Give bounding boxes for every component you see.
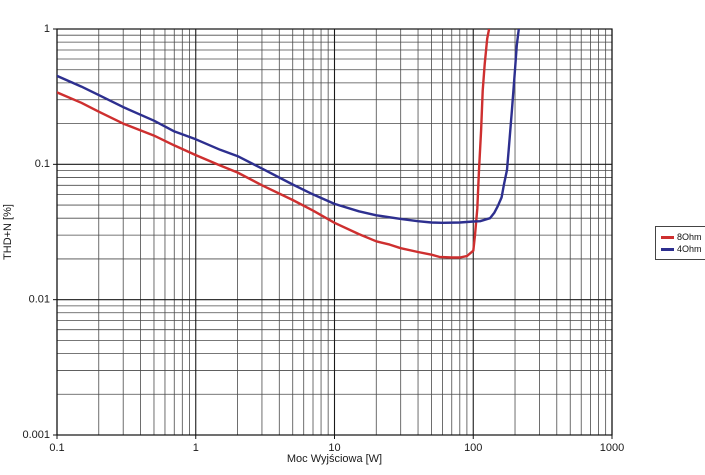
legend: 8Ohm 4Ohm (655, 226, 705, 260)
legend-label-4ohm: 4Ohm (677, 244, 702, 254)
series-line-8ohm (57, 29, 491, 259)
legend-item-4ohm: 4Ohm (661, 243, 702, 255)
x-tick-label: 1 (193, 442, 199, 454)
x-axis-title: Moc Wyjściowa [W] (286, 453, 383, 465)
y-tick-label: 0.001 (22, 429, 50, 441)
x-tick-label: 0.1 (49, 442, 64, 454)
x-tick-label: 100 (464, 442, 482, 454)
y-tick-label: 1 (44, 23, 50, 35)
axis-ticks (53, 28, 613, 439)
y-axis-title: THD+N [%] (2, 204, 14, 260)
x-tick-label: 10 (328, 442, 340, 454)
series-line-4ohm (57, 29, 520, 224)
legend-item-8ohm: 8Ohm (661, 231, 702, 243)
series-color-swatch-8ohm (661, 235, 674, 239)
y-tick-label: 0.1 (35, 158, 50, 170)
y-tick-label: 0.01 (29, 294, 50, 306)
x-tick-label: 1000 (600, 442, 624, 454)
series-color-swatch-4ohm (661, 247, 674, 251)
legend-label-8ohm: 8Ohm (677, 232, 702, 242)
